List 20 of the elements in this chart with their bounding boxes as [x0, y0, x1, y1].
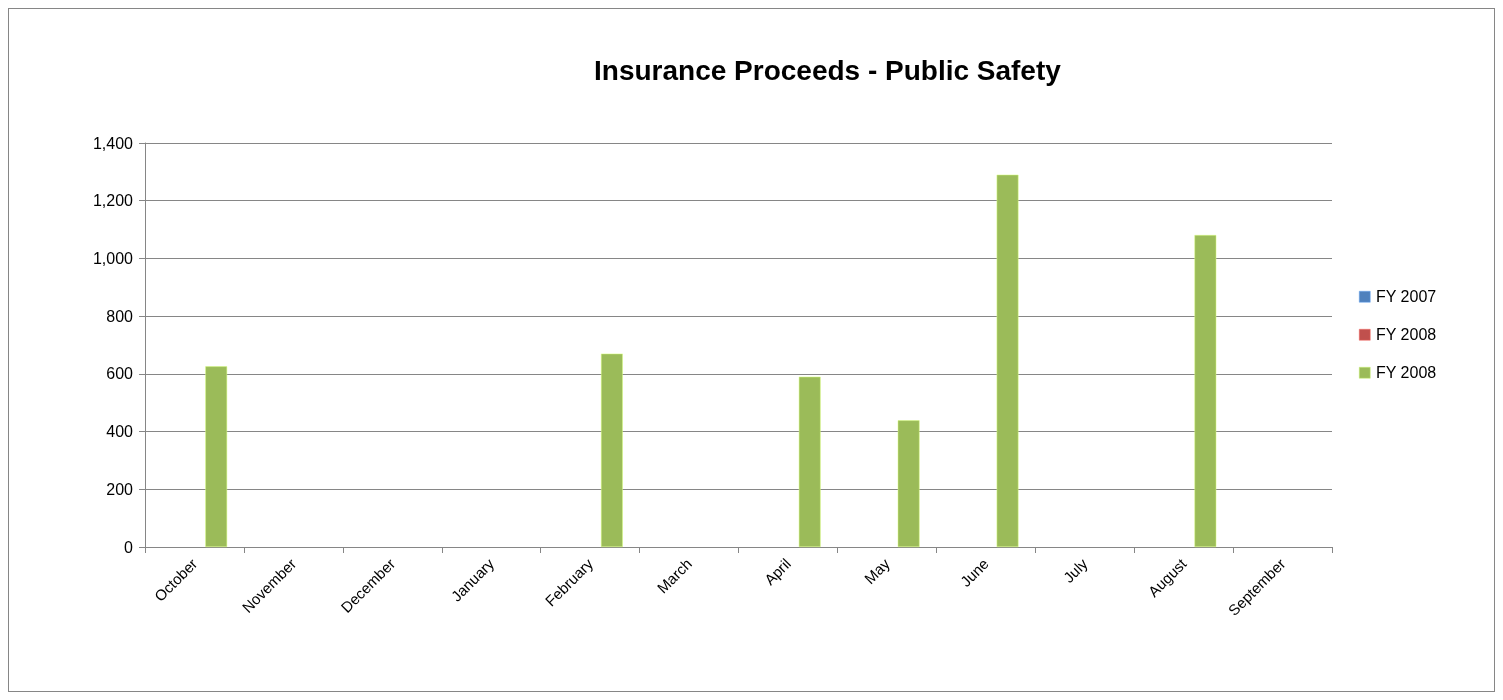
y-tick-label: 600 — [106, 365, 134, 383]
bar — [205, 366, 228, 547]
y-tick-label: 1,200 — [92, 192, 134, 210]
y-tick-label: 800 — [106, 307, 134, 325]
chart-title: Insurance Proceeds - Public Safety — [594, 54, 1062, 86]
y-tick-label: 1,000 — [92, 249, 134, 267]
x-tick-label: May — [860, 554, 894, 588]
x-tick-label: July — [1059, 554, 1092, 586]
legend-label: FY 2008 — [1376, 363, 1437, 381]
legend-label: FY 2007 — [1376, 287, 1437, 305]
y-tick-label: 200 — [106, 480, 134, 498]
bar — [1194, 235, 1217, 547]
bar — [897, 420, 920, 547]
bar — [996, 174, 1019, 547]
bar — [601, 353, 623, 547]
y-tick-label: 0 — [124, 538, 134, 556]
y-tick-label: 1,400 — [92, 134, 134, 152]
bar — [798, 376, 821, 547]
legend-label: FY 2008 — [1376, 325, 1437, 343]
y-tick-label: 400 — [106, 423, 134, 441]
